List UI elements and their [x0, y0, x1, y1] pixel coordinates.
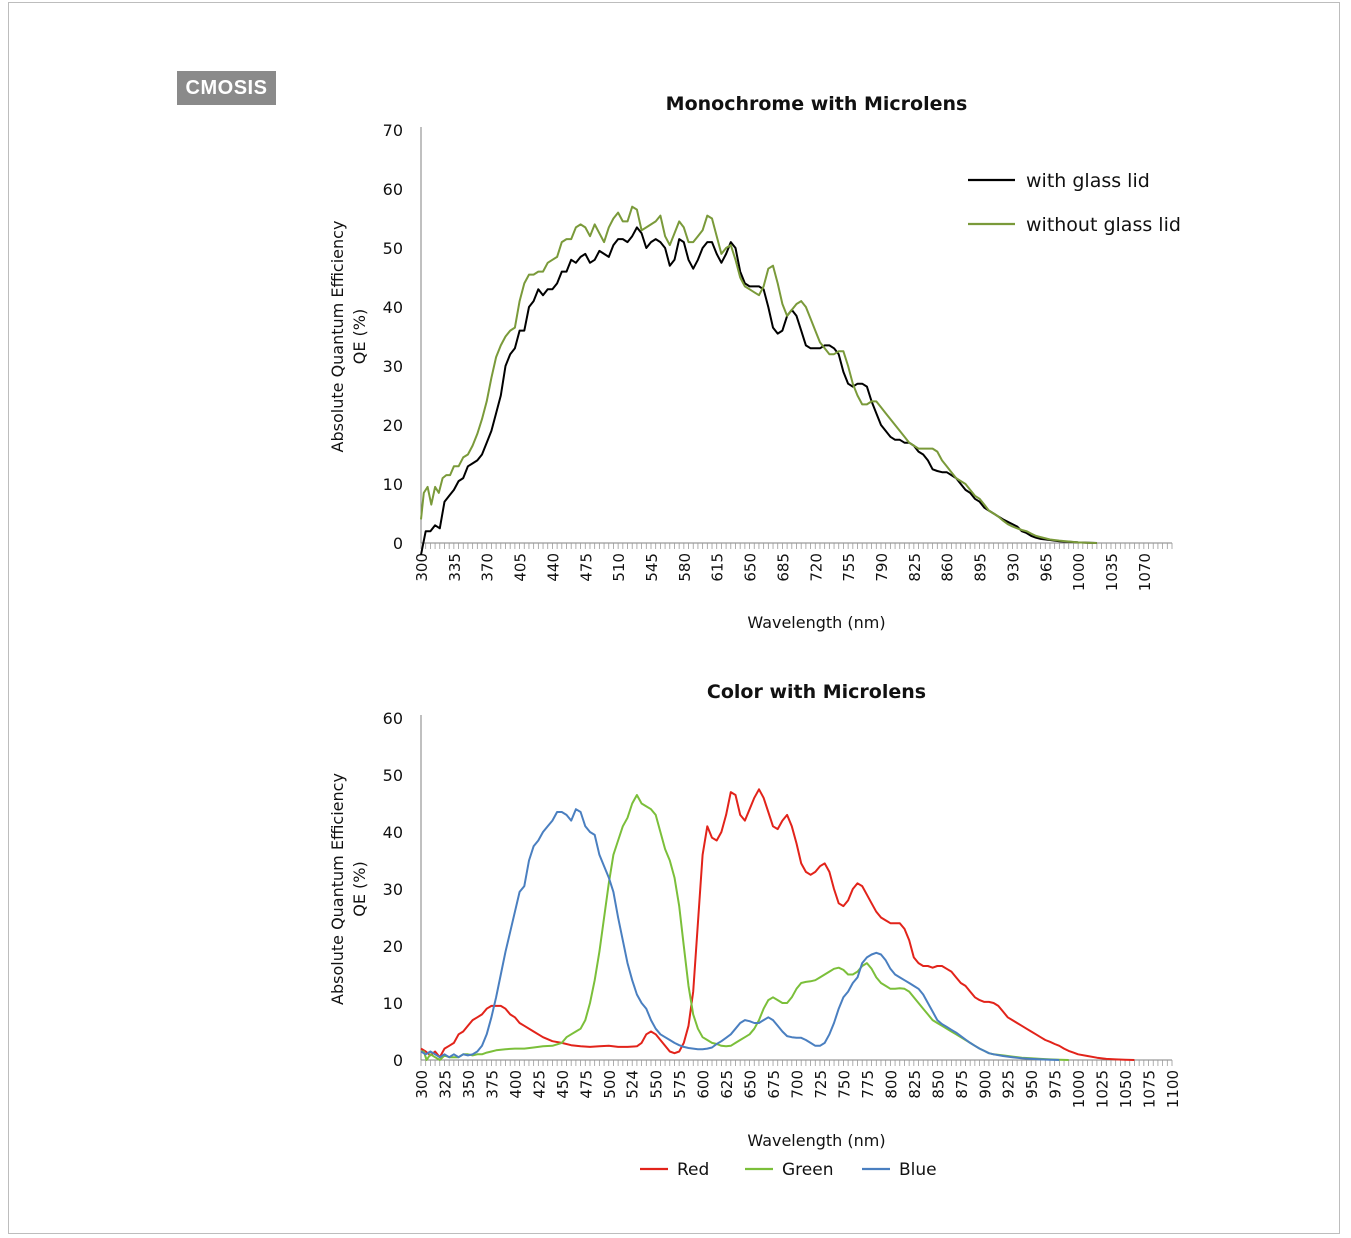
- x-tick-label: 1075: [1141, 1070, 1159, 1108]
- x-tick-label: 625: [718, 1070, 736, 1099]
- x-tick-label: 600: [695, 1070, 713, 1099]
- x-tick-label: 450: [554, 1070, 572, 1099]
- x-tick-label: 775: [859, 1070, 877, 1099]
- x-tick-label: 425: [530, 1070, 548, 1099]
- y-tick-label: 0: [393, 534, 403, 553]
- x-tick-label: 575: [671, 1070, 689, 1099]
- x-tick-label: 875: [953, 1070, 971, 1099]
- x-tick-label: 545: [643, 553, 661, 582]
- x-tick-label: 965: [1037, 553, 1055, 582]
- x-tick-label: 440: [544, 553, 562, 582]
- x-tick-label: 850: [929, 1070, 947, 1099]
- x-tick-label: 860: [939, 553, 957, 582]
- x-tick-label: 975: [1047, 1070, 1065, 1099]
- x-tick-label: 750: [835, 1070, 853, 1099]
- x-axis-label: Wavelength (nm): [747, 613, 885, 632]
- y-tick-label: 0: [393, 1051, 403, 1070]
- y-tick-label: 50: [383, 766, 403, 785]
- x-tick-label: 1070: [1136, 553, 1154, 591]
- x-tick-label: 405: [512, 553, 530, 582]
- x-tick-label: 800: [882, 1070, 900, 1099]
- series-line-blue: [420, 808, 1060, 1061]
- x-tick-label: 1100: [1164, 1070, 1182, 1108]
- x-tick-label: 1025: [1094, 1070, 1112, 1108]
- y-tick-label: 10: [383, 994, 403, 1013]
- x-tick-label: 475: [577, 1070, 595, 1099]
- x-tick-label: 1035: [1103, 553, 1121, 591]
- x-tick-label: 550: [648, 1070, 666, 1099]
- x-tick-label: 400: [507, 1070, 525, 1099]
- series-line-green: [421, 794, 1069, 1061]
- series-line-red: [420, 788, 1135, 1061]
- x-tick-label: 650: [742, 1070, 760, 1099]
- chart-title: Monochrome with Microlens: [666, 93, 968, 115]
- legend-label: Green: [782, 1160, 833, 1180]
- x-tick-label: 825: [906, 553, 924, 582]
- y-axis-label: QE (%): [350, 309, 369, 364]
- x-tick-label: 500: [601, 1070, 619, 1099]
- series-line-with-glass-lid: [420, 226, 1097, 555]
- y-tick-label: 30: [383, 880, 403, 899]
- y-axis-label: Absolute Quantum Efficiency: [328, 221, 347, 453]
- chart-title: Color with Microlens: [707, 681, 926, 703]
- y-tick-label: 20: [383, 937, 403, 956]
- y-tick-label: 30: [383, 357, 403, 376]
- series-line-without-glass-lid: [420, 205, 1097, 544]
- y-tick-label: 50: [383, 239, 403, 258]
- brand-logo: CMOSIS: [177, 71, 276, 105]
- figure-frame: [8, 2, 1340, 1234]
- x-tick-label: 725: [812, 1070, 830, 1099]
- x-tick-label: 1000: [1070, 1070, 1088, 1108]
- x-tick-label: 790: [873, 553, 891, 582]
- legend-label: Red: [677, 1160, 709, 1180]
- x-tick-label: 700: [789, 1070, 807, 1099]
- x-tick-label: 1000: [1070, 553, 1088, 591]
- legend-label: with glass lid: [1026, 170, 1150, 192]
- x-tick-label: 615: [709, 553, 727, 582]
- x-tick-label: 370: [479, 553, 497, 582]
- x-tick-label: 930: [1004, 553, 1022, 582]
- x-tick-label: 720: [807, 553, 825, 582]
- x-tick-label: 300: [413, 553, 431, 582]
- y-tick-label: 40: [383, 298, 403, 317]
- y-axis-label: QE (%): [350, 861, 369, 916]
- y-tick-label: 40: [383, 823, 403, 842]
- x-tick-label: 895: [972, 553, 990, 582]
- y-tick-label: 60: [383, 180, 403, 199]
- x-tick-label: 675: [765, 1070, 783, 1099]
- y-tick-label: 10: [383, 475, 403, 494]
- y-tick-label: 70: [383, 121, 403, 140]
- x-tick-label: 925: [1000, 1070, 1018, 1099]
- legend-label: without glass lid: [1026, 214, 1181, 236]
- x-tick-label: 524: [623, 1070, 641, 1099]
- legend-label: Blue: [899, 1160, 937, 1180]
- x-tick-label: 325: [436, 1070, 454, 1099]
- y-tick-label: 60: [383, 709, 403, 728]
- x-tick-label: 335: [446, 553, 464, 582]
- x-tick-label: 510: [610, 553, 628, 582]
- x-tick-label: 1050: [1117, 1070, 1135, 1108]
- x-tick-label: 900: [976, 1070, 994, 1099]
- x-tick-label: 755: [840, 553, 858, 582]
- y-axis-label: Absolute Quantum Efficiency: [328, 773, 347, 1005]
- x-tick-label: 685: [774, 553, 792, 582]
- y-tick-label: 20: [383, 416, 403, 435]
- x-tick-label: 650: [742, 553, 760, 582]
- x-tick-label: 375: [483, 1070, 501, 1099]
- x-axis-label: Wavelength (nm): [747, 1131, 885, 1150]
- x-tick-label: 580: [676, 553, 694, 582]
- x-tick-label: 350: [460, 1070, 478, 1099]
- x-tick-label: 300: [413, 1070, 431, 1099]
- x-tick-label: 950: [1023, 1070, 1041, 1099]
- x-tick-label: 825: [906, 1070, 924, 1099]
- x-tick-label: 475: [577, 553, 595, 582]
